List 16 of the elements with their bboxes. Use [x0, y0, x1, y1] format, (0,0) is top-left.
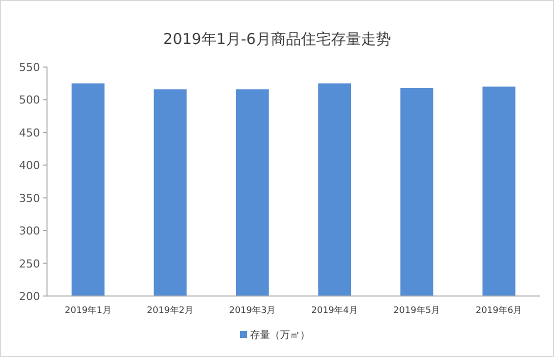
- y-tick-label: 550: [19, 61, 40, 74]
- y-tick-label: 400: [19, 159, 40, 172]
- x-tick-label: 2019年5月: [393, 305, 440, 316]
- y-tick-label: 350: [19, 192, 40, 205]
- y-tick-label: 250: [19, 257, 40, 270]
- x-tick-label: 2019年6月: [476, 305, 522, 316]
- y-tick-label: 300: [19, 224, 40, 238]
- y-tick-label: 450: [19, 126, 40, 140]
- legend-label: 存量（万㎡）: [250, 329, 310, 341]
- chart-title: 2019年1月-6月商品住宅存量走势: [163, 30, 391, 48]
- x-tick-label: 2019年4月: [311, 305, 358, 316]
- y-tick-label: 500: [19, 94, 40, 107]
- x-tick-label: 2019年3月: [229, 305, 276, 316]
- x-tick-label: 2019年1月: [64, 305, 112, 316]
- x-tick-label: 2019年2月: [146, 305, 194, 316]
- y-tick-label: 200: [19, 290, 40, 303]
